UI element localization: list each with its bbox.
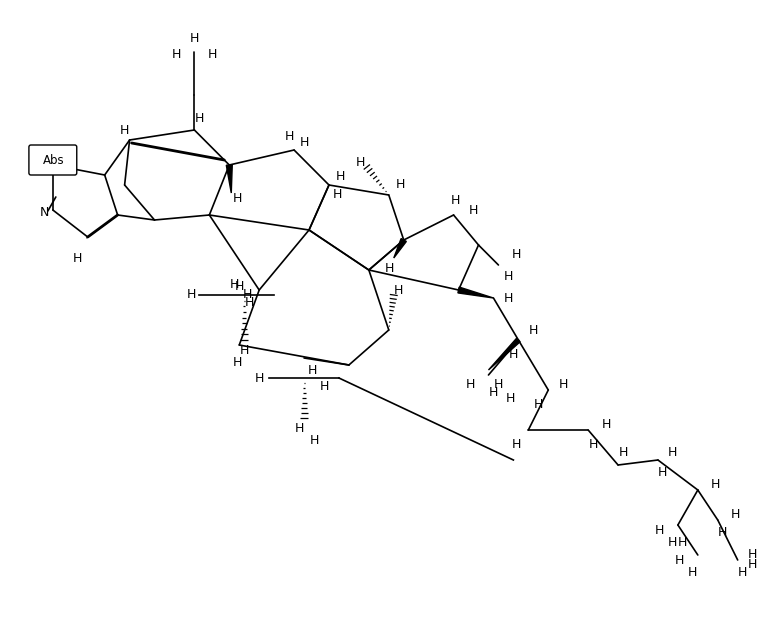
Text: H: H xyxy=(385,261,394,275)
Text: H: H xyxy=(559,379,568,391)
Text: H: H xyxy=(294,421,304,435)
Text: H: H xyxy=(255,372,264,384)
Text: H: H xyxy=(504,292,513,305)
Text: H: H xyxy=(504,270,513,283)
Text: H: H xyxy=(309,433,318,446)
Text: H: H xyxy=(356,157,365,169)
Text: H: H xyxy=(588,438,598,451)
Text: H: H xyxy=(73,253,83,265)
Text: H: H xyxy=(195,112,204,125)
Text: H: H xyxy=(493,379,503,391)
Polygon shape xyxy=(227,165,232,193)
Text: H: H xyxy=(394,283,403,297)
Text: H: H xyxy=(658,465,668,478)
Text: H: H xyxy=(534,399,543,411)
Text: H: H xyxy=(748,549,757,562)
Text: H: H xyxy=(240,344,249,357)
Text: H: H xyxy=(337,171,346,184)
Text: H: H xyxy=(332,189,342,201)
Polygon shape xyxy=(458,287,493,298)
Text: H: H xyxy=(233,357,242,369)
Text: H: H xyxy=(284,130,294,144)
Text: N: N xyxy=(40,206,49,218)
Text: H: H xyxy=(233,191,242,204)
Polygon shape xyxy=(488,338,520,370)
Text: H: H xyxy=(718,525,728,539)
Text: H: H xyxy=(711,478,720,492)
Text: H: H xyxy=(28,150,38,164)
Text: H: H xyxy=(243,288,252,302)
Polygon shape xyxy=(393,238,406,258)
Text: H: H xyxy=(299,135,309,149)
Text: H: H xyxy=(669,537,678,549)
Text: H: H xyxy=(245,297,254,310)
Text: H: H xyxy=(601,418,611,431)
Text: H: H xyxy=(675,554,684,567)
Text: H: H xyxy=(396,179,406,191)
Text: H: H xyxy=(731,508,741,522)
Text: H: H xyxy=(619,446,628,460)
Text: H: H xyxy=(190,31,199,45)
Text: H: H xyxy=(451,194,460,208)
Text: H: H xyxy=(748,559,757,571)
Text: H: H xyxy=(172,48,181,60)
Text: H: H xyxy=(528,324,538,337)
Text: H: H xyxy=(319,379,329,393)
Text: H: H xyxy=(489,386,498,399)
Text: H: H xyxy=(234,280,244,293)
Text: H: H xyxy=(186,288,196,302)
Text: H: H xyxy=(512,248,521,261)
Text: H: H xyxy=(655,524,665,537)
Text: H: H xyxy=(230,278,239,292)
Text: H: H xyxy=(506,391,515,404)
FancyBboxPatch shape xyxy=(29,145,77,175)
Text: H: H xyxy=(678,537,688,549)
Text: H: H xyxy=(307,364,317,376)
Text: H: H xyxy=(509,349,518,362)
Text: H: H xyxy=(469,204,478,216)
Text: H: H xyxy=(120,124,130,137)
Text: N: N xyxy=(45,154,55,167)
Text: H: H xyxy=(738,566,747,579)
Text: Abs: Abs xyxy=(43,154,64,167)
Text: H: H xyxy=(669,446,678,458)
Text: H: H xyxy=(688,567,697,579)
Text: H: H xyxy=(208,48,217,60)
Text: H: H xyxy=(512,438,521,451)
Text: H: H xyxy=(466,379,475,391)
